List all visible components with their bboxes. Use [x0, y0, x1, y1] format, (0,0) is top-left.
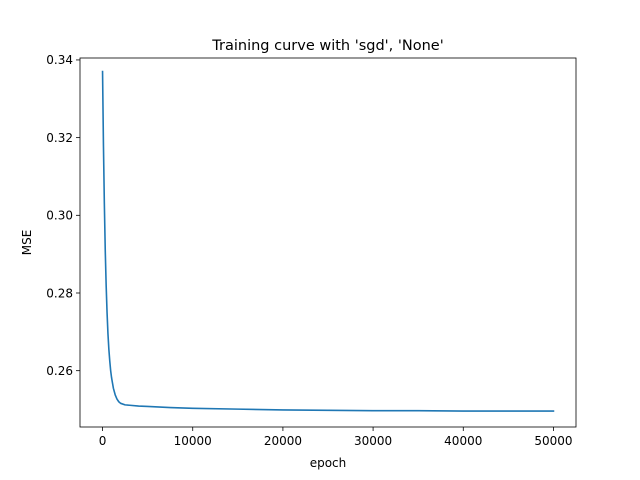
y-tick-label: 0.34	[46, 53, 73, 67]
x-tick-label: 50000	[534, 434, 572, 448]
y-tick-label: 0.30	[46, 209, 73, 223]
y-tick-label: 0.28	[46, 286, 73, 300]
x-tick-label: 0	[99, 434, 107, 448]
x-axis: 0 10000 20000 30000 40000 50000	[99, 427, 573, 448]
series-line-0	[101, 70, 555, 412]
plot-area	[101, 70, 555, 412]
x-tick-label: 30000	[354, 434, 392, 448]
x-axis-label: epoch	[310, 456, 347, 470]
chart-title: Training curve with 'sgd', 'None'	[211, 38, 443, 54]
y-axis: 0.26 0.28 0.30 0.32 0.34	[46, 53, 80, 378]
x-tick-label: 10000	[174, 434, 212, 448]
x-tick-label: 20000	[264, 434, 302, 448]
y-tick-label: 0.26	[46, 364, 73, 378]
axes-frame	[79, 57, 577, 428]
y-axis-label: MSE	[20, 230, 34, 256]
x-tick-label: 40000	[444, 434, 482, 448]
y-tick-label: 0.32	[46, 131, 73, 145]
